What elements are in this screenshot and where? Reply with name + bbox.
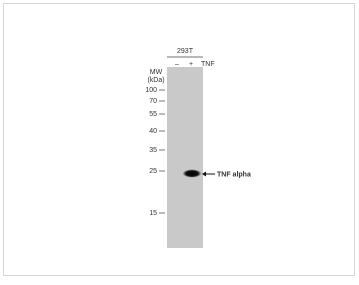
marker-label: 70 — [149, 98, 157, 105]
blot-lane — [167, 67, 203, 248]
band-label: TNF alpha — [217, 171, 251, 178]
lane-label: + — [189, 61, 193, 68]
cell-line-label: 293T — [177, 48, 194, 55]
protein-band — [183, 170, 201, 178]
marker-label: 25 — [149, 168, 157, 175]
mw-label: MW — [150, 69, 163, 76]
marker-label: 55 — [149, 111, 157, 118]
western-blot-figure: 293T – + TNF MW (kDa) TNF alpha 100 70 55 4… — [0, 0, 359, 280]
marker-label: 35 — [149, 147, 157, 154]
mw-unit: (kDa) — [147, 77, 164, 84]
lane-label: – — [175, 61, 179, 68]
marker-label: 15 — [149, 210, 157, 217]
marker-label: 100 — [145, 87, 157, 94]
marker-label: 40 — [149, 128, 157, 135]
page: {"blot": { "cell_line": "293T", "lanes":… — [0, 0, 359, 280]
treatment-label: TNF — [201, 61, 215, 68]
